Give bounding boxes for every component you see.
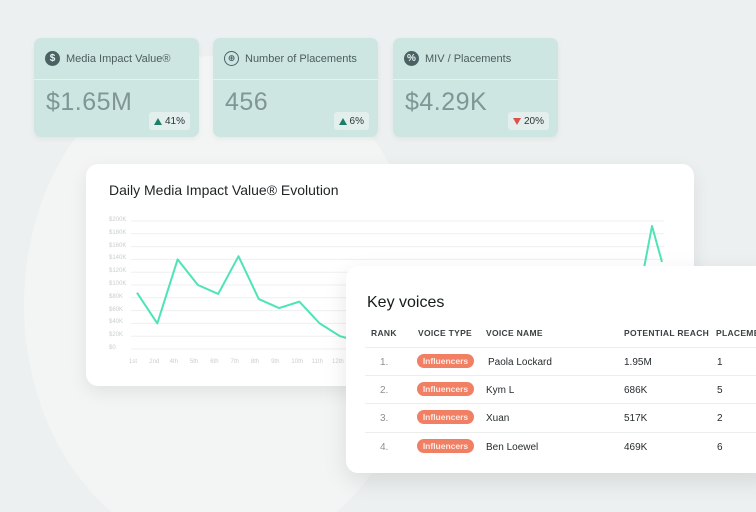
- rank: 3.: [380, 413, 389, 424]
- y-axis-tick: $200K: [109, 217, 127, 223]
- column-header-potential-reach[interactable]: POTENTIAL REACH: [624, 328, 710, 338]
- column-header-voice-name[interactable]: VOICE NAME: [486, 328, 543, 338]
- kpi-label: Media Impact Value®: [66, 52, 171, 65]
- kpi-value: 456: [225, 88, 269, 116]
- y-axis-tick: $140K: [109, 255, 127, 262]
- y-axis-tick: $0: [109, 345, 116, 351]
- kpi-value: $1.65M: [46, 88, 133, 116]
- y-axis-tick: $160K: [109, 242, 127, 249]
- x-axis-tick: 10th: [291, 359, 304, 365]
- globe-icon: ⊕: [224, 51, 239, 66]
- voice-type-pill: Influencers: [417, 410, 474, 424]
- placements: 1: [717, 357, 723, 368]
- table-row[interactable]: 3. Influencers Xuan 517K 2: [365, 403, 756, 431]
- potential-reach: 686K: [624, 385, 648, 396]
- placements: 5: [717, 385, 723, 396]
- placements: 2: [717, 413, 723, 424]
- placements: 6: [717, 442, 723, 453]
- arrow-up-icon: [153, 117, 162, 125]
- x-axis-tick: 8th: [250, 359, 260, 365]
- arrow-up-icon: [338, 117, 347, 125]
- y-axis-tick: $20K: [109, 332, 124, 339]
- voice-type-pill: Influencers: [417, 439, 474, 453]
- table-row[interactable]: 1. Influencers Paola Lockard 1.95M 1: [365, 347, 756, 375]
- x-axis-tick: 7th: [230, 359, 239, 365]
- voice-type-pill: Influencers: [417, 382, 474, 396]
- voice-name[interactable]: Ben Loewel: [486, 442, 539, 453]
- potential-reach: 1.95M: [624, 357, 652, 368]
- kpi-label: MIV / Placements: [425, 52, 512, 65]
- rank: 4.: [380, 442, 389, 453]
- x-axis-tick: 2nd: [149, 359, 160, 365]
- column-header-rank[interactable]: RANK: [371, 328, 397, 338]
- arrow-down-icon: [512, 117, 521, 125]
- change-badge: 41%: [148, 112, 190, 130]
- kpi-label: Number of Placements: [245, 52, 357, 65]
- y-axis-tick: $60K: [109, 306, 124, 313]
- y-axis-tick: $180K: [109, 229, 127, 236]
- kpi-card-miv-per-placement: % MIV / Placements $4.29K 20%: [393, 38, 558, 137]
- y-axis-tick: $120K: [109, 268, 127, 275]
- rank: 2.: [380, 385, 389, 396]
- potential-reach: 517K: [624, 413, 648, 424]
- voice-name[interactable]: Kym L: [486, 385, 515, 396]
- x-axis-tick: 1st: [129, 359, 138, 365]
- x-axis-tick: 9th: [271, 359, 280, 365]
- potential-reach: 469K: [624, 442, 648, 453]
- key-voices-title: Key voices: [367, 294, 445, 311]
- change-badge: 20%: [507, 112, 549, 130]
- change-value: 41%: [164, 115, 185, 127]
- x-axis-tick: 12th: [332, 359, 344, 365]
- x-axis-tick: 4th: [169, 359, 178, 365]
- change-badge: 6%: [333, 112, 369, 130]
- kpi-card-miv: $ Media Impact Value® $1.65M 41%: [34, 38, 199, 137]
- dollar-icon: $: [45, 51, 60, 66]
- column-header-voice-type[interactable]: VOICE TYPE: [418, 328, 473, 338]
- key-voices-card: Key voices RANK VOICE TYPE VOICE NAME PO…: [346, 266, 756, 473]
- voice-name[interactable]: Xuan: [486, 413, 510, 424]
- kpi-value: $4.29K: [405, 88, 488, 116]
- rank: 1.: [380, 357, 389, 368]
- x-axis-tick: 11th: [311, 359, 323, 365]
- y-axis-tick: $100K: [109, 281, 127, 287]
- x-axis-tick: 6th: [210, 359, 219, 365]
- change-value: 6%: [349, 115, 364, 127]
- percent-icon: %: [404, 51, 419, 66]
- x-axis-tick: 5th: [189, 359, 199, 365]
- table-row[interactable]: 4. Influencers Ben Loewel 469K 6: [365, 432, 756, 460]
- y-axis-tick: $40K: [109, 319, 124, 326]
- voice-name[interactable]: Paola Lockard: [488, 357, 552, 368]
- kpi-card-placements: ⊕ Number of Placements 456 6%: [213, 38, 378, 137]
- y-axis-tick: $80K: [109, 293, 124, 300]
- voice-type-pill: Influencers: [417, 354, 474, 368]
- table-row[interactable]: 2. Influencers Kym L 686K 5: [365, 375, 756, 403]
- chart-title: Daily Media Impact Value® Evolution: [109, 182, 339, 198]
- change-value: 20%: [523, 115, 544, 127]
- column-header-placements[interactable]: PLACEME: [716, 328, 756, 338]
